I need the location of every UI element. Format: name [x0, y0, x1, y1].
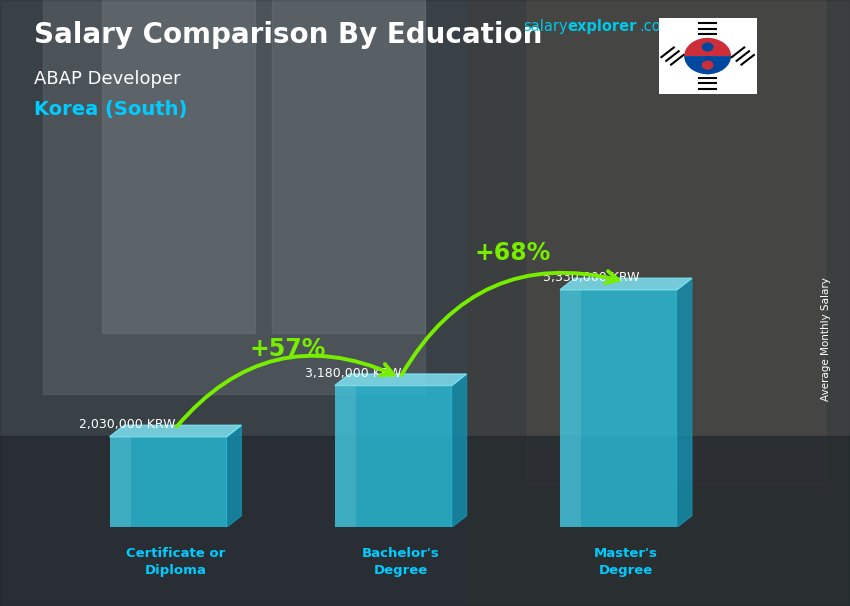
- Polygon shape: [227, 425, 241, 527]
- Bar: [102, 0, 255, 333]
- Polygon shape: [677, 278, 692, 527]
- Circle shape: [702, 61, 713, 70]
- Text: Salary Comparison By Education: Salary Comparison By Education: [34, 21, 542, 49]
- Polygon shape: [110, 425, 241, 437]
- Bar: [110, 437, 131, 527]
- Bar: [272, 0, 425, 333]
- Circle shape: [702, 42, 713, 52]
- Text: 3,180,000 KRW: 3,180,000 KRW: [304, 367, 401, 380]
- Text: Certificate or
Diploma: Certificate or Diploma: [126, 547, 225, 577]
- Text: .com: .com: [639, 19, 675, 35]
- Wedge shape: [684, 56, 731, 75]
- Bar: [560, 290, 677, 527]
- Circle shape: [696, 56, 719, 75]
- Text: Master's
Degree: Master's Degree: [594, 547, 658, 577]
- Circle shape: [696, 38, 719, 56]
- Text: +68%: +68%: [474, 241, 551, 265]
- Polygon shape: [335, 374, 467, 385]
- Text: 5,330,000 KRW: 5,330,000 KRW: [543, 271, 640, 284]
- Text: Average Monthly Salary: Average Monthly Salary: [821, 278, 831, 401]
- Polygon shape: [452, 374, 467, 527]
- FancyBboxPatch shape: [656, 16, 759, 96]
- Text: salary: salary: [523, 19, 568, 35]
- Bar: [560, 290, 581, 527]
- Bar: [335, 385, 452, 527]
- Text: 2,030,000 KRW: 2,030,000 KRW: [79, 418, 176, 431]
- Bar: [335, 385, 356, 527]
- Bar: [110, 437, 227, 527]
- Wedge shape: [684, 38, 731, 56]
- Bar: [527, 0, 824, 485]
- Text: explorer: explorer: [568, 19, 638, 35]
- Bar: [468, 0, 850, 606]
- Bar: [42, 0, 425, 394]
- Text: Bachelor's
Degree: Bachelor's Degree: [362, 547, 439, 577]
- Text: ABAP Developer: ABAP Developer: [34, 70, 180, 88]
- Polygon shape: [560, 278, 692, 290]
- Bar: [0, 436, 850, 606]
- Text: Korea (South): Korea (South): [34, 100, 187, 119]
- Text: +57%: +57%: [249, 337, 326, 361]
